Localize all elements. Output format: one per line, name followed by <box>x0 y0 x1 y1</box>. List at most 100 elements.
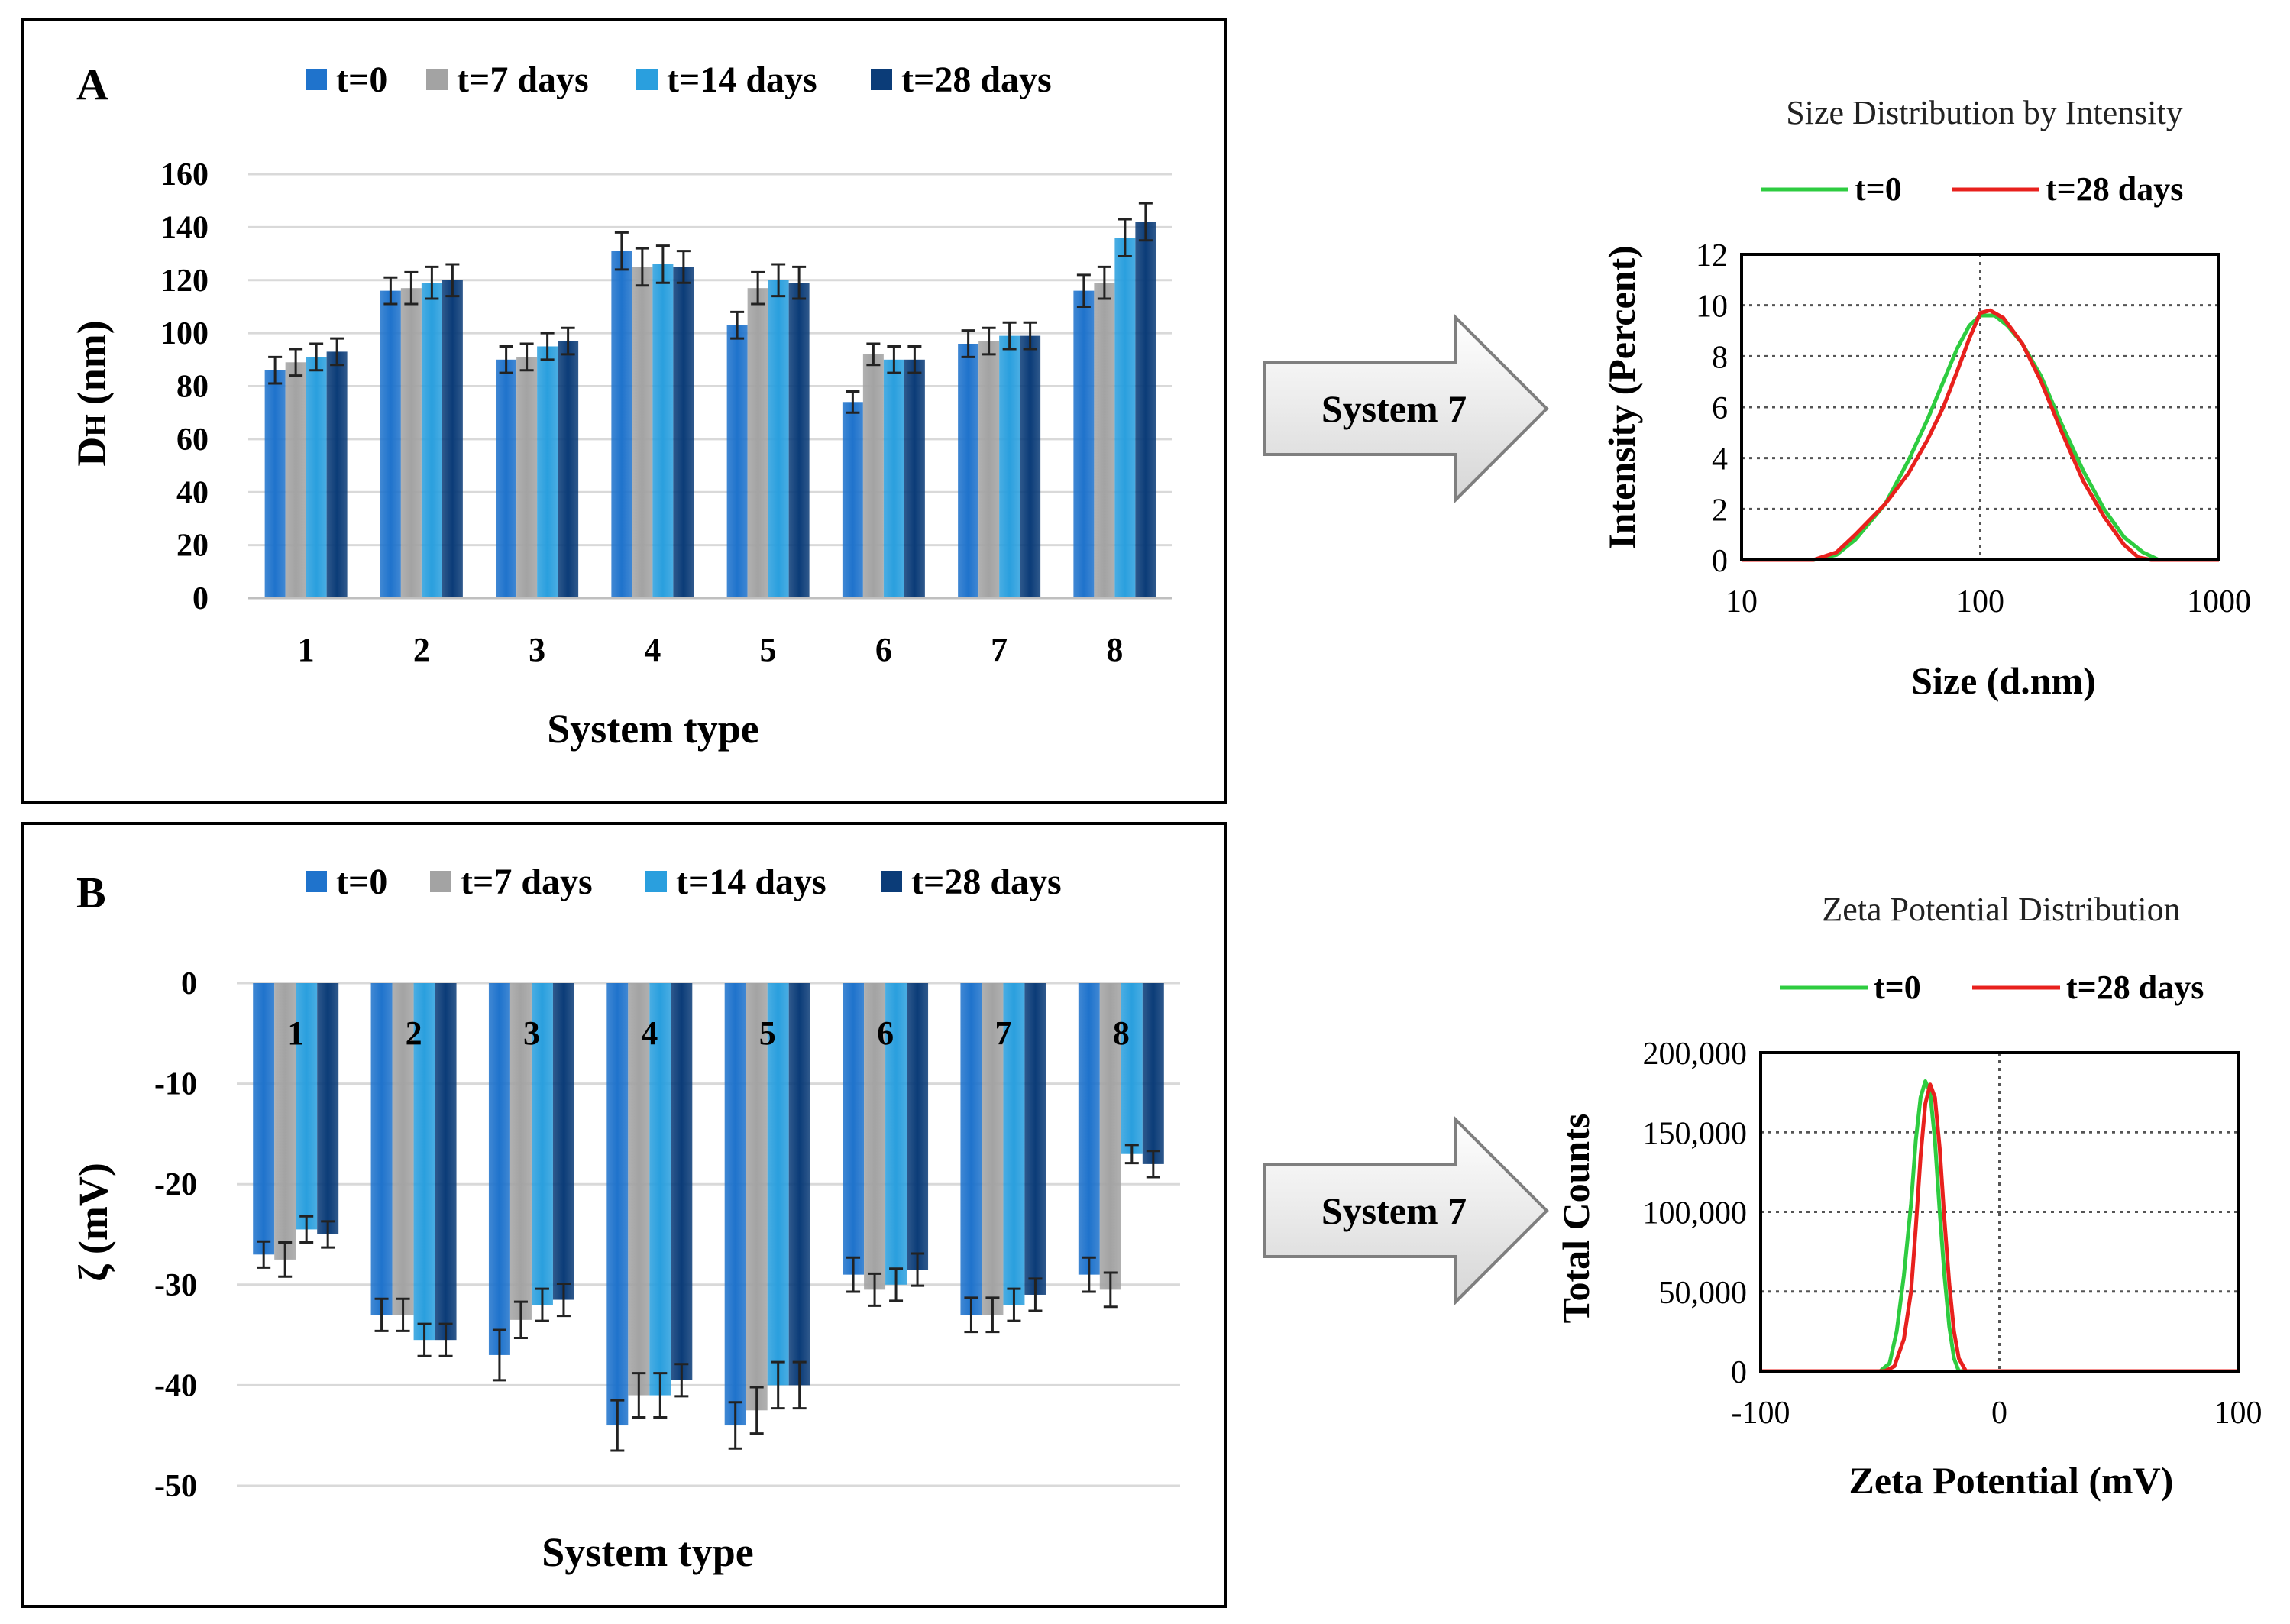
chart-a-xtick: 8 <box>1106 631 1123 668</box>
chart-b-bar <box>960 983 982 1315</box>
chart-b-bar <box>392 983 414 1315</box>
chart-b-bar <box>864 983 886 1290</box>
chart-b-xlabel: System type <box>542 1529 753 1575</box>
inset-a-ytick: 10 <box>1696 290 1728 325</box>
inset-a-ytick: 4 <box>1712 442 1728 477</box>
chart-a-ylabel-sub: H <box>80 414 112 437</box>
panel-b: B t=0 t=7 days t=14 days t=28 days 0 -10 -… <box>21 822 1227 1608</box>
inset-a-legend-label-t28: t=28 days <box>2046 170 2183 208</box>
chart-a-bar <box>726 325 748 598</box>
legend-label-t14: t=14 days <box>667 60 817 100</box>
legend-label-t0: t=0 <box>336 60 387 100</box>
chart-a-bar <box>788 283 810 598</box>
chart-b-bar <box>509 983 532 1320</box>
chart-a-xtick: 1 <box>298 631 315 668</box>
chart-b-ytick: -20 <box>154 1167 197 1202</box>
chart-a-ylabel-main: D <box>69 437 115 467</box>
chart-a-xtick: 2 <box>413 631 430 668</box>
chart-b-xtick: 3 <box>523 1014 540 1052</box>
inset-b-xtick: 100 <box>2214 1396 2263 1431</box>
chart-a-bar <box>978 341 1000 598</box>
chart-b-ytick: -10 <box>154 1067 197 1102</box>
chart-a-bar <box>306 357 327 598</box>
arrow-top-label: System 7 <box>1321 387 1467 430</box>
inset-a-frame <box>1740 253 2220 561</box>
arrow-bottom-shape <box>1263 1115 1549 1306</box>
legend-label-t28: t=28 days <box>901 60 1052 100</box>
inset-b-ytick: 150,000 <box>1643 1116 1748 1151</box>
chart-b-xtick: 5 <box>759 1014 776 1052</box>
chart-a-bar <box>862 354 884 598</box>
chart-b-ytick: -40 <box>154 1368 197 1403</box>
chart-b-xtick: 1 <box>287 1014 304 1052</box>
chart-b-bar <box>671 983 693 1380</box>
chart-b-ytick: -30 <box>154 1268 197 1303</box>
chart-a-xtick: 3 <box>529 631 545 668</box>
chart-a-bar <box>380 290 401 598</box>
chart-b-bar <box>488 983 510 1355</box>
chart-b-bar <box>296 983 318 1230</box>
chart-a-bar <box>1114 238 1136 598</box>
chart-b-plot: 0 -10 -20 -30 -40 -50 1 2 3 4 5 6 7 8 <box>154 966 1180 1504</box>
chart-a-bar <box>632 267 653 598</box>
chart-a-ytick: 140 <box>160 210 209 245</box>
inset-b-series-line <box>1761 1082 2238 1373</box>
chart-b-bar <box>982 983 1004 1315</box>
legend-b-label-t14: t=14 days <box>676 862 826 902</box>
chart-a-bar <box>747 288 768 598</box>
chart-b-bar <box>1024 983 1046 1295</box>
chart-b-bar <box>724 983 746 1426</box>
panel-a-frame <box>21 18 1227 804</box>
inset-a-ytick: 8 <box>1712 340 1728 375</box>
inset-a-series-line <box>1742 308 2219 562</box>
chart-a-ytick: 40 <box>176 475 209 510</box>
chart-a-plot: 0 20 40 60 80 100 120 140 160 1 2 3 4 5 6 7 8 <box>160 157 1172 668</box>
panel-b-legend: t=0 t=7 days t=14 days t=28 days <box>306 862 1062 902</box>
inset-b-ytick: 50,000 <box>1659 1276 1748 1311</box>
chart-a-bar <box>883 359 904 598</box>
inset-b-legend-label-t28: t=28 days <box>2066 969 2204 1006</box>
legend-swatch-t7 <box>426 69 448 90</box>
chart-a-xtick: 7 <box>991 631 1008 668</box>
legend-b-swatch-t7 <box>430 871 451 892</box>
chart-a-ytick: 0 <box>192 581 209 616</box>
panel-a-label: A <box>76 60 108 109</box>
chart-a-bar <box>1073 290 1095 598</box>
inset-a-xtick: 100 <box>1956 584 2004 620</box>
chart-b-xtick: 2 <box>406 1014 422 1052</box>
chart-a-bar <box>1094 283 1115 598</box>
chart-b-bar <box>606 983 629 1426</box>
inset-b-xtick: -100 <box>1732 1396 1790 1431</box>
chart-b-ytick: -50 <box>154 1469 197 1504</box>
chart-b-bar <box>1078 983 1100 1275</box>
inset-a-ytick: 6 <box>1712 391 1728 426</box>
chart-b-bar <box>435 983 457 1341</box>
chart-a-bar <box>904 359 925 598</box>
chart-a-bar <box>1135 222 1156 598</box>
legend-b-swatch-t14 <box>645 871 667 892</box>
chart-a-ylabel-unit: (nm) <box>69 320 115 405</box>
chart-a-bar <box>958 344 979 598</box>
inset-a-ytick: 0 <box>1712 544 1728 579</box>
inset-b-xlabel: Zeta Potential (mV) <box>1849 1459 2174 1502</box>
arrow-bottom: System 7 <box>1263 1115 1549 1306</box>
chart-b-bar <box>317 983 339 1234</box>
chart-b-bar <box>1099 983 1121 1290</box>
chart-b-bar <box>649 983 671 1396</box>
inset-b-plot: 0 50,000 100,000 150,000 200,000 -100 0 100 <box>1643 1037 2263 1431</box>
inset-a-title: Size Distribution by Intensity <box>1786 94 2182 131</box>
legend-label-t7: t=7 days <box>457 60 589 100</box>
inset-b-ytick: 100,000 <box>1643 1196 1748 1231</box>
chart-b-bar <box>1003 983 1025 1305</box>
inset-b: Zeta Potential Distribution t=0 t=28 day… <box>1554 891 2263 1502</box>
chart-a-bar <box>264 370 286 598</box>
chart-a-xtick: 6 <box>875 631 892 668</box>
chart-a-ytick: 80 <box>176 370 209 405</box>
chart-a-bar <box>652 264 674 598</box>
inset-b-ytick: 200,000 <box>1643 1037 1748 1072</box>
chart-b-bar <box>552 983 574 1300</box>
chart-a-bar <box>442 280 463 598</box>
chart-b-bar <box>413 983 435 1341</box>
chart-b-bar <box>274 983 296 1260</box>
chart-a-bar <box>516 357 538 598</box>
